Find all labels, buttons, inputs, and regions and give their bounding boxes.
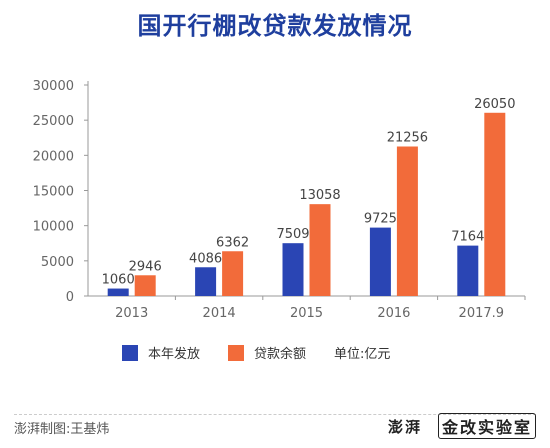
- x-tick-label: 2015: [290, 306, 323, 321]
- data-label-series-b: 13058: [299, 188, 340, 203]
- bar-series-a: [369, 227, 391, 296]
- bar-series-a: [107, 288, 129, 296]
- publisher-logo: 澎湃 金改实验室: [388, 413, 536, 439]
- logo-mark: 澎湃: [387, 417, 422, 436]
- x-tick-label: 2014: [203, 306, 236, 321]
- x-tick-label: 2016: [377, 306, 410, 321]
- bar-series-b: [222, 251, 244, 296]
- logo-text: 金改实验室: [441, 418, 532, 437]
- legend: 本年发放 贷款余额 单位:亿元: [122, 343, 390, 362]
- data-label-series-a: 1060: [102, 273, 135, 288]
- data-label-series-a: 4086: [189, 251, 222, 266]
- credit-text: 澎湃制图:王基炜: [14, 422, 110, 437]
- bar-series-a: [195, 267, 217, 296]
- data-label-series-a: 7164: [451, 230, 484, 245]
- data-label-series-b: 2946: [129, 259, 162, 274]
- x-tick-label: 2013: [115, 306, 148, 321]
- data-label-series-b: 6362: [216, 235, 249, 250]
- y-tick-label: 25000: [33, 114, 74, 129]
- footer-divider: [14, 414, 536, 415]
- legend-label-series-b: 贷款余额: [254, 347, 307, 362]
- unit-label: 单位:亿元: [334, 347, 391, 362]
- bar-series-b: [134, 275, 156, 296]
- data-label-series-a: 9725: [364, 212, 397, 227]
- legend-label-series-a: 本年发放: [148, 347, 201, 362]
- x-tick-label: 2017.9: [459, 306, 505, 321]
- data-label-series-a: 7509: [276, 227, 309, 242]
- chart-title: 国开行棚改贷款发放情况: [137, 12, 413, 40]
- data-label-series-b: 26050: [474, 97, 515, 112]
- y-tick-label: 0: [66, 290, 74, 305]
- y-tick-label: 20000: [33, 149, 74, 164]
- bar-series-b: [396, 146, 418, 296]
- y-tick-label: 30000: [33, 79, 74, 94]
- logo-box: 金改实验室: [437, 413, 536, 439]
- legend-swatch-series-b: [228, 344, 245, 361]
- bar-series-a: [457, 245, 479, 296]
- data-label-series-b: 21256: [387, 130, 428, 145]
- bar-series-b: [309, 204, 331, 296]
- bar-series-b: [484, 112, 506, 296]
- y-tick-label: 10000: [33, 220, 74, 235]
- bar-series-a: [282, 243, 304, 296]
- legend-item-series-a: 本年发放: [122, 343, 200, 362]
- bar-chart: 0 5000 10000 15000 20000 25000 30000 2013 106029…: [33, 79, 526, 321]
- y-tick-label: 5000: [41, 255, 74, 270]
- y-tick-label: 15000: [33, 185, 74, 200]
- legend-item-series-b: 贷款余额: [228, 343, 306, 362]
- legend-swatch-series-a: [122, 344, 138, 361]
